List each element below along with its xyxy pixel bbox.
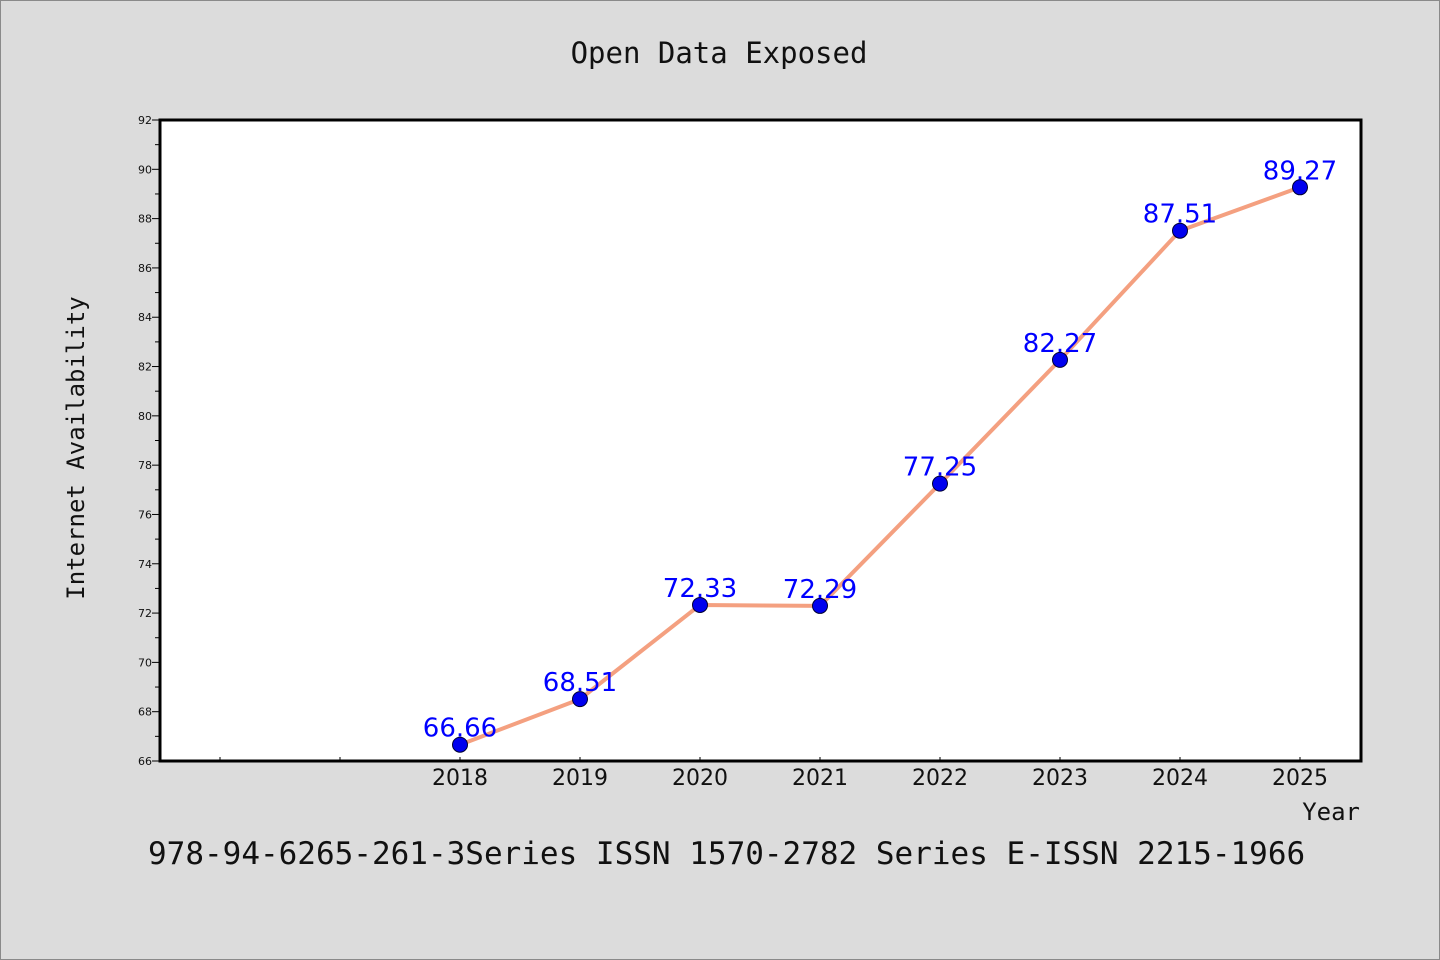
y-tick-label: 74 <box>138 558 152 571</box>
y-tick-label: 78 <box>138 459 152 472</box>
x-tick-label: 2024 <box>1152 766 1208 791</box>
y-tick-label: 70 <box>138 656 152 669</box>
y-tick-label: 92 <box>138 114 152 127</box>
data-label: 89.27 <box>1263 156 1337 186</box>
y-tick-label: 66 <box>138 755 152 768</box>
data-label: 66.66 <box>423 714 497 744</box>
data-point <box>932 475 948 492</box>
y-tick-label: 76 <box>138 508 152 521</box>
data-point <box>572 691 588 708</box>
y-tick-label: 80 <box>138 410 152 423</box>
y-tick-label: 68 <box>138 706 152 719</box>
data-label: 68.51 <box>543 668 617 698</box>
data-point <box>692 596 708 613</box>
data-point <box>1292 179 1308 196</box>
data-point <box>812 597 828 614</box>
x-axis-label: Year <box>1302 798 1360 826</box>
data-label: 77.25 <box>903 453 977 483</box>
data-label: 72.29 <box>783 575 857 605</box>
data-label: 72.33 <box>663 574 737 604</box>
data-point <box>1052 351 1068 368</box>
y-tick-label: 72 <box>138 607 152 620</box>
footer-isbn-issn: 978-94-6265-261-3Series ISSN 1570-2782 S… <box>148 836 1305 872</box>
y-axis-label: Internet Availability <box>62 296 90 599</box>
data-point <box>1172 222 1188 239</box>
x-tick-label: 2023 <box>1032 766 1088 791</box>
x-tick-label: 2025 <box>1272 766 1328 791</box>
y-tick-label: 88 <box>138 213 152 226</box>
x-tick-label: 2021 <box>792 766 848 791</box>
y-tick-label: 84 <box>138 311 152 324</box>
chart-title: Open Data Exposed <box>571 36 868 70</box>
y-tick-label: 86 <box>138 262 152 275</box>
series-line <box>459 185 1301 747</box>
y-tick-label: 90 <box>138 163 152 176</box>
data-label: 82.27 <box>1023 329 1097 359</box>
y-tick-label: 82 <box>138 361 152 374</box>
x-tick-label: 2019 <box>552 766 608 791</box>
x-tick-label: 2018 <box>432 766 488 791</box>
series-line-group: 66.66 68.51 72.33 72.29 77.25 82.27 87.51 89.27 <box>423 156 1337 753</box>
y-axis: 66 68 70 72 74 76 78 80 82 84 86 88 90 92 <box>138 114 159 768</box>
data-label: 87.51 <box>1143 200 1217 230</box>
x-tick-label: 2022 <box>912 766 968 791</box>
data-point <box>452 736 468 753</box>
x-axis: 2018 2019 2020 2021 2022 2023 2024 2025 <box>219 757 1328 791</box>
x-tick-label: 2020 <box>672 766 728 791</box>
plot-area <box>158 118 1363 763</box>
